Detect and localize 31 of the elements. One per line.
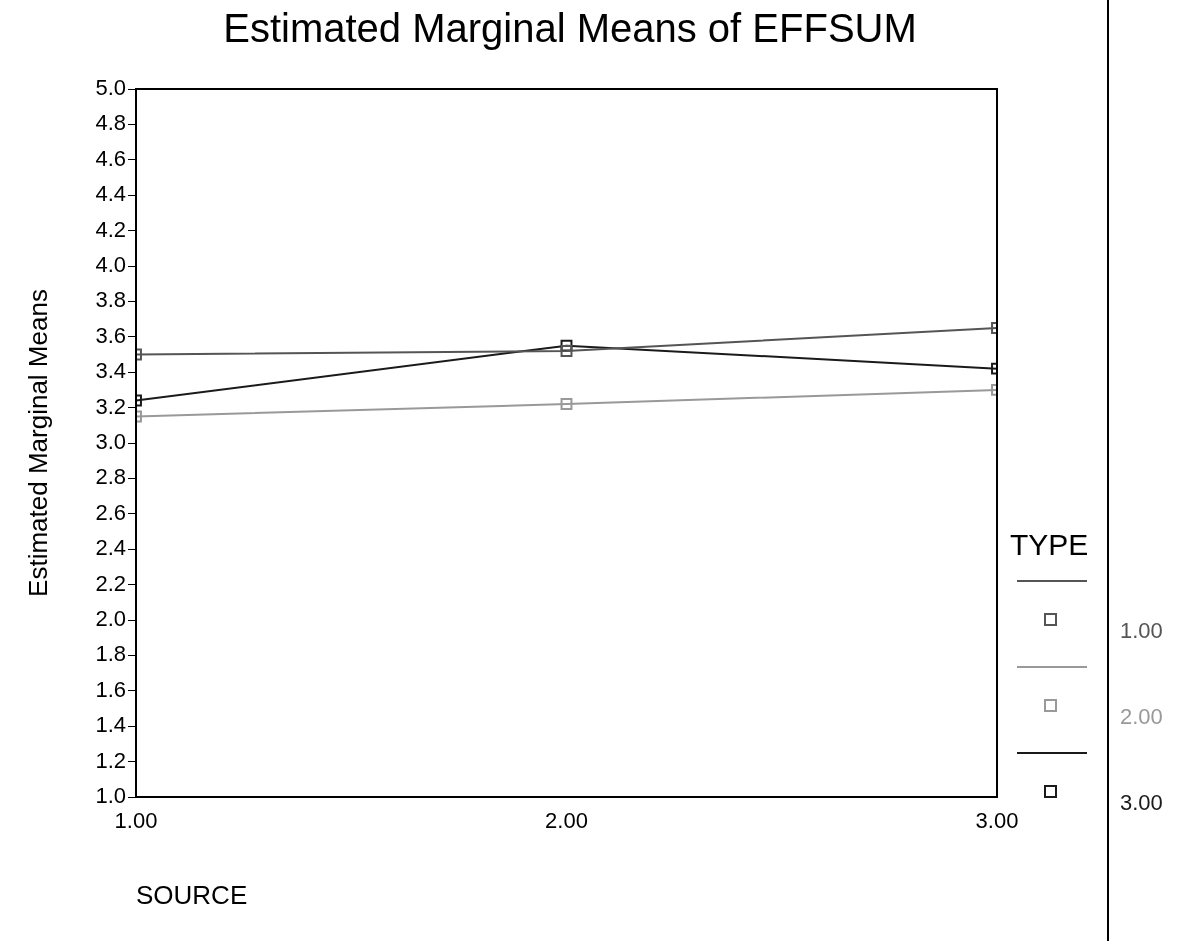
y-tick-label: 1.6 xyxy=(95,676,126,702)
y-tick-label: 1.2 xyxy=(95,747,126,773)
x-tick-label: 1.00 xyxy=(114,808,158,834)
y-tick-label: 4.2 xyxy=(95,216,126,242)
y-tick-label: 2.0 xyxy=(95,606,126,632)
y-tick-label: 3.2 xyxy=(95,393,126,419)
text: 2.00 xyxy=(1120,704,1163,730)
y-tick-label: 4.8 xyxy=(95,110,126,136)
legend-title: TYPE xyxy=(1010,528,1089,562)
text: 3.00 xyxy=(1120,790,1163,816)
y-tick-label: 1.8 xyxy=(95,641,126,667)
y-axis-title: Estimated Marginal Means xyxy=(22,289,54,597)
y-tick-label: 2.4 xyxy=(95,535,126,561)
y-tick-label: 3.8 xyxy=(95,287,126,313)
x-tick-label: 2.00 xyxy=(545,808,588,834)
y-tick-label: 2.6 xyxy=(95,499,126,525)
y-tick-label: 1.0 xyxy=(95,783,126,809)
y-tick-label: 2.8 xyxy=(95,464,126,490)
y-tick-label: 1.4 xyxy=(95,712,126,738)
y-tick-label: 5.0 xyxy=(95,75,126,101)
y-tick-label: 3.6 xyxy=(95,322,126,348)
y-tick-label: 4.6 xyxy=(95,145,126,171)
chart-title: Estimated Marginal Means of EFFSUM xyxy=(222,6,918,51)
y-tick-label: 4.0 xyxy=(95,252,126,278)
y-tick-label: 3.0 xyxy=(95,429,126,455)
y-tick-label: 2.2 xyxy=(95,570,126,596)
x-tick-label: 3.00 xyxy=(975,808,1019,834)
y-tick-label: 4.4 xyxy=(95,181,126,207)
y-tick-label: 3.4 xyxy=(95,358,126,384)
x-axis-title: SOURCE xyxy=(136,880,248,911)
text: 1.00 xyxy=(1120,618,1163,644)
